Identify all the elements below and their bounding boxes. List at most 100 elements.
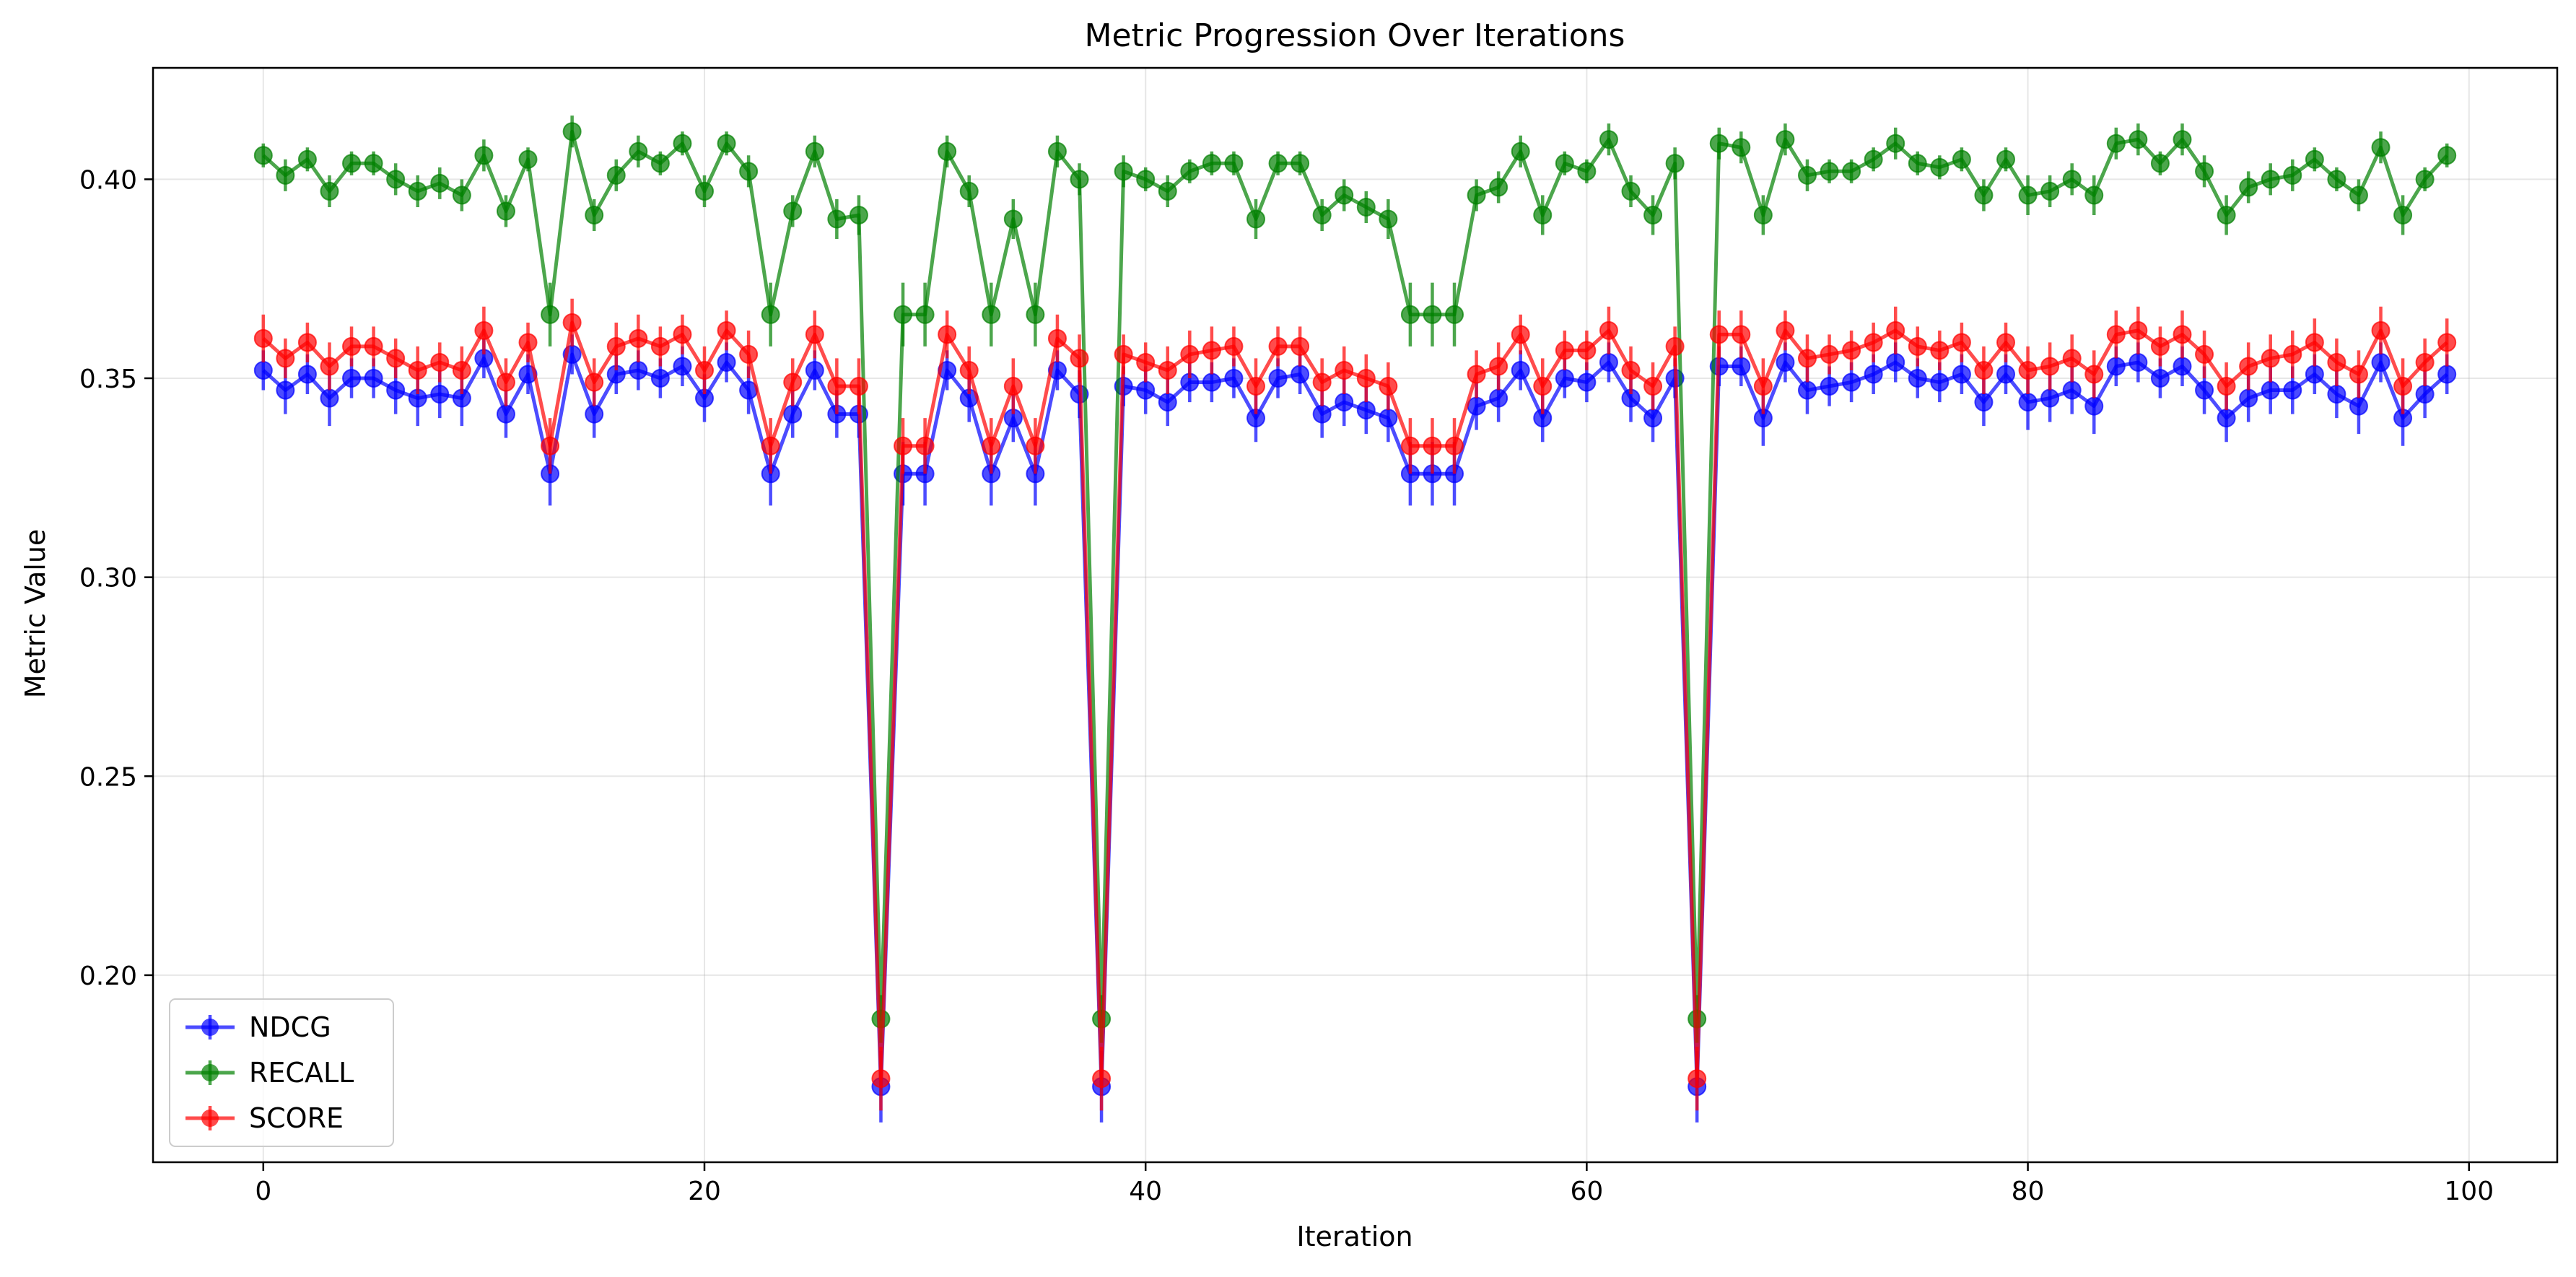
data-point <box>2415 385 2435 404</box>
data-point <box>1423 305 1442 324</box>
data-point <box>2305 149 2324 169</box>
data-point <box>276 165 295 185</box>
data-point <box>2217 409 2236 428</box>
data-point <box>562 313 582 332</box>
data-point <box>1136 352 1156 372</box>
data-point <box>496 404 515 424</box>
data-point <box>894 436 913 456</box>
data-point <box>474 321 494 340</box>
data-point <box>1599 321 1618 340</box>
data-point <box>585 404 604 424</box>
data-point <box>2239 357 2258 376</box>
chart-title: Metric Progression Over Iterations <box>1085 17 1625 54</box>
data-point <box>938 325 957 344</box>
data-point <box>452 186 471 205</box>
data-point <box>717 134 736 153</box>
data-point <box>650 368 670 388</box>
legend-label: RECALL <box>249 1057 354 1089</box>
data-point <box>1489 357 1509 376</box>
data-point <box>1842 372 1861 392</box>
data-point <box>1202 372 1221 392</box>
data-point <box>2195 380 2214 400</box>
data-point <box>1533 377 1553 396</box>
data-point <box>253 146 273 165</box>
data-point <box>694 360 714 380</box>
data-point <box>1114 162 1133 181</box>
legend-marker <box>201 1110 219 1127</box>
data-point <box>518 149 538 169</box>
data-point <box>2106 134 2126 153</box>
series-score <box>253 298 2457 1111</box>
data-point <box>1268 368 1288 388</box>
data-point <box>1312 372 1332 392</box>
data-point <box>541 436 560 456</box>
data-point <box>2062 170 2082 189</box>
data-point <box>2305 365 2324 384</box>
data-point <box>342 154 362 173</box>
data-point <box>1643 377 1663 396</box>
data-point <box>1356 197 1376 217</box>
data-point <box>849 377 868 396</box>
data-point <box>297 365 317 384</box>
series-layer <box>253 116 2457 1123</box>
data-point <box>1445 436 1464 456</box>
data-point <box>1180 162 1200 181</box>
data-point <box>2106 325 2126 344</box>
data-point <box>1246 209 1265 229</box>
data-point <box>959 360 979 380</box>
data-point <box>1886 134 1905 153</box>
data-point <box>805 141 824 161</box>
data-point <box>959 181 979 201</box>
data-point <box>827 377 847 396</box>
data-point <box>1511 325 1530 344</box>
data-point <box>1864 365 1883 384</box>
data-point <box>364 336 383 356</box>
data-point <box>1070 349 1089 368</box>
data-point <box>2150 154 2170 173</box>
data-point <box>2371 321 2391 340</box>
data-point <box>606 165 626 185</box>
data-point <box>496 201 515 221</box>
data-point <box>1356 368 1376 388</box>
data-point <box>2261 349 2280 368</box>
plot-frame <box>152 66 2559 1164</box>
legend: NDCG RECALL SCORE <box>169 998 394 1147</box>
data-point <box>320 388 339 408</box>
data-point <box>1114 344 1133 364</box>
data-point <box>2040 181 2060 201</box>
data-point <box>1842 341 1861 360</box>
data-point <box>650 336 670 356</box>
data-point <box>2084 186 2104 205</box>
data-point <box>1621 181 1641 201</box>
legend-marker <box>201 1064 219 1081</box>
y-tick-label: 0.25 <box>79 762 137 792</box>
data-point <box>1820 162 1839 181</box>
data-point <box>849 205 868 225</box>
data-point <box>386 349 406 368</box>
data-point <box>1820 344 1839 364</box>
data-point <box>2261 170 2280 189</box>
data-point <box>342 368 362 388</box>
data-point <box>1930 157 1950 177</box>
data-point <box>1732 138 1751 157</box>
data-point <box>2129 352 2148 372</box>
data-point <box>430 352 450 372</box>
data-point <box>1886 352 1905 372</box>
x-tick-label: 20 <box>688 1177 721 1206</box>
data-point <box>253 328 273 348</box>
series-line <box>262 321 2448 1081</box>
data-point <box>1312 404 1332 424</box>
data-point <box>2437 146 2457 165</box>
data-point <box>297 333 317 352</box>
data-point <box>1291 365 1310 384</box>
y-tick-label: 0.40 <box>79 165 137 195</box>
data-point <box>386 380 406 400</box>
data-point <box>1952 333 1971 352</box>
data-point <box>915 305 935 324</box>
data-point <box>805 325 824 344</box>
data-point <box>1136 380 1156 400</box>
y-tick-label: 0.30 <box>79 564 137 593</box>
y-axis-label: Metric Value <box>19 529 51 699</box>
